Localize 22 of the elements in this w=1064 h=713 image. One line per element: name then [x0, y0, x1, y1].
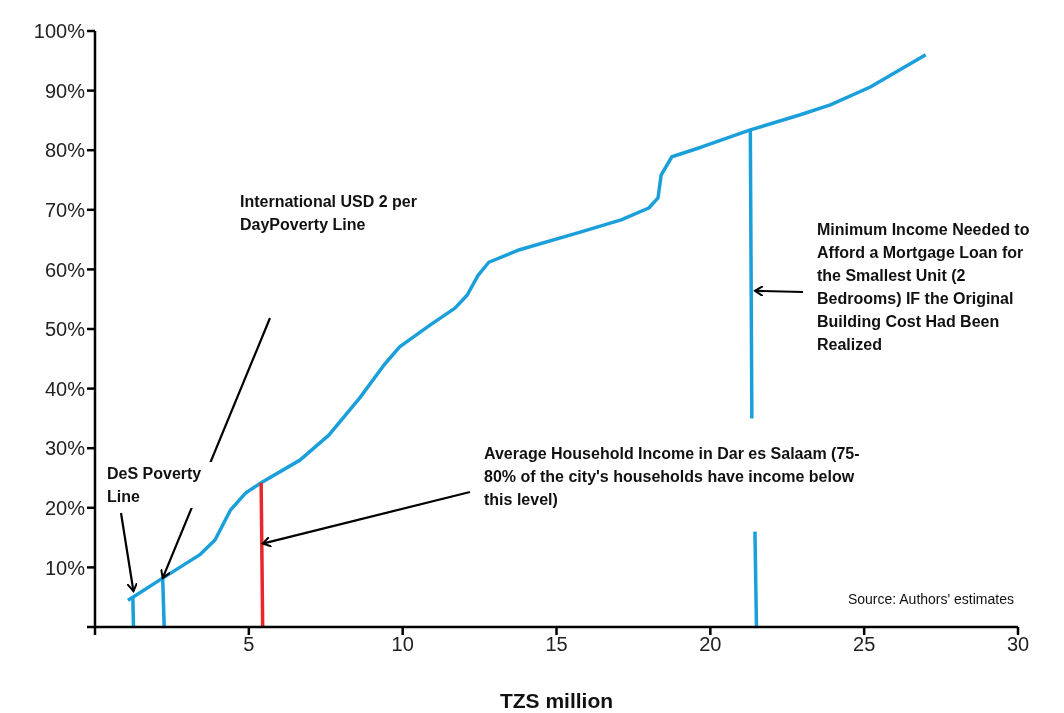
y-tick-label: 40%: [44, 377, 86, 400]
y-tick-label: 30%: [44, 437, 86, 460]
x-tick-label: 20: [699, 633, 722, 656]
annotation: DeS Poverty Line: [107, 462, 217, 508]
x-tick-label: 25: [853, 633, 876, 656]
y-tick-label: 80%: [44, 139, 86, 162]
x-tick-label: 30: [1006, 633, 1030, 656]
annotation: Source: Authors' estimates: [847, 591, 1014, 607]
annotation: Minimum Income Needed to Afford a Mortgage Loan for the Smallest Unit (2 Bedrooms) IF the Original Building Cost Had Been Realized: [817, 218, 1043, 356]
x-axis-title: TZS million: [499, 689, 614, 712]
y-tick-label: 50%: [44, 318, 86, 341]
y-tick-label: 20%: [44, 496, 86, 519]
y-tick-label: 70%: [44, 198, 86, 221]
annotation: International USD 2 per DayPoverty Line: [240, 190, 420, 236]
y-tick-label: 10%: [44, 556, 86, 579]
y-tick-label: 60%: [44, 258, 86, 281]
x-tick-label: 15: [545, 633, 568, 656]
annotation: Average Household Income in Dar es Salaam (75-80% of the city's households have income below this level): [484, 442, 884, 511]
x-tick-label: 5: [243, 633, 255, 656]
x-tick-label: 10: [391, 633, 414, 656]
y-tick-label: 90%: [44, 79, 86, 102]
y-tick-label: 100%: [33, 20, 86, 43]
